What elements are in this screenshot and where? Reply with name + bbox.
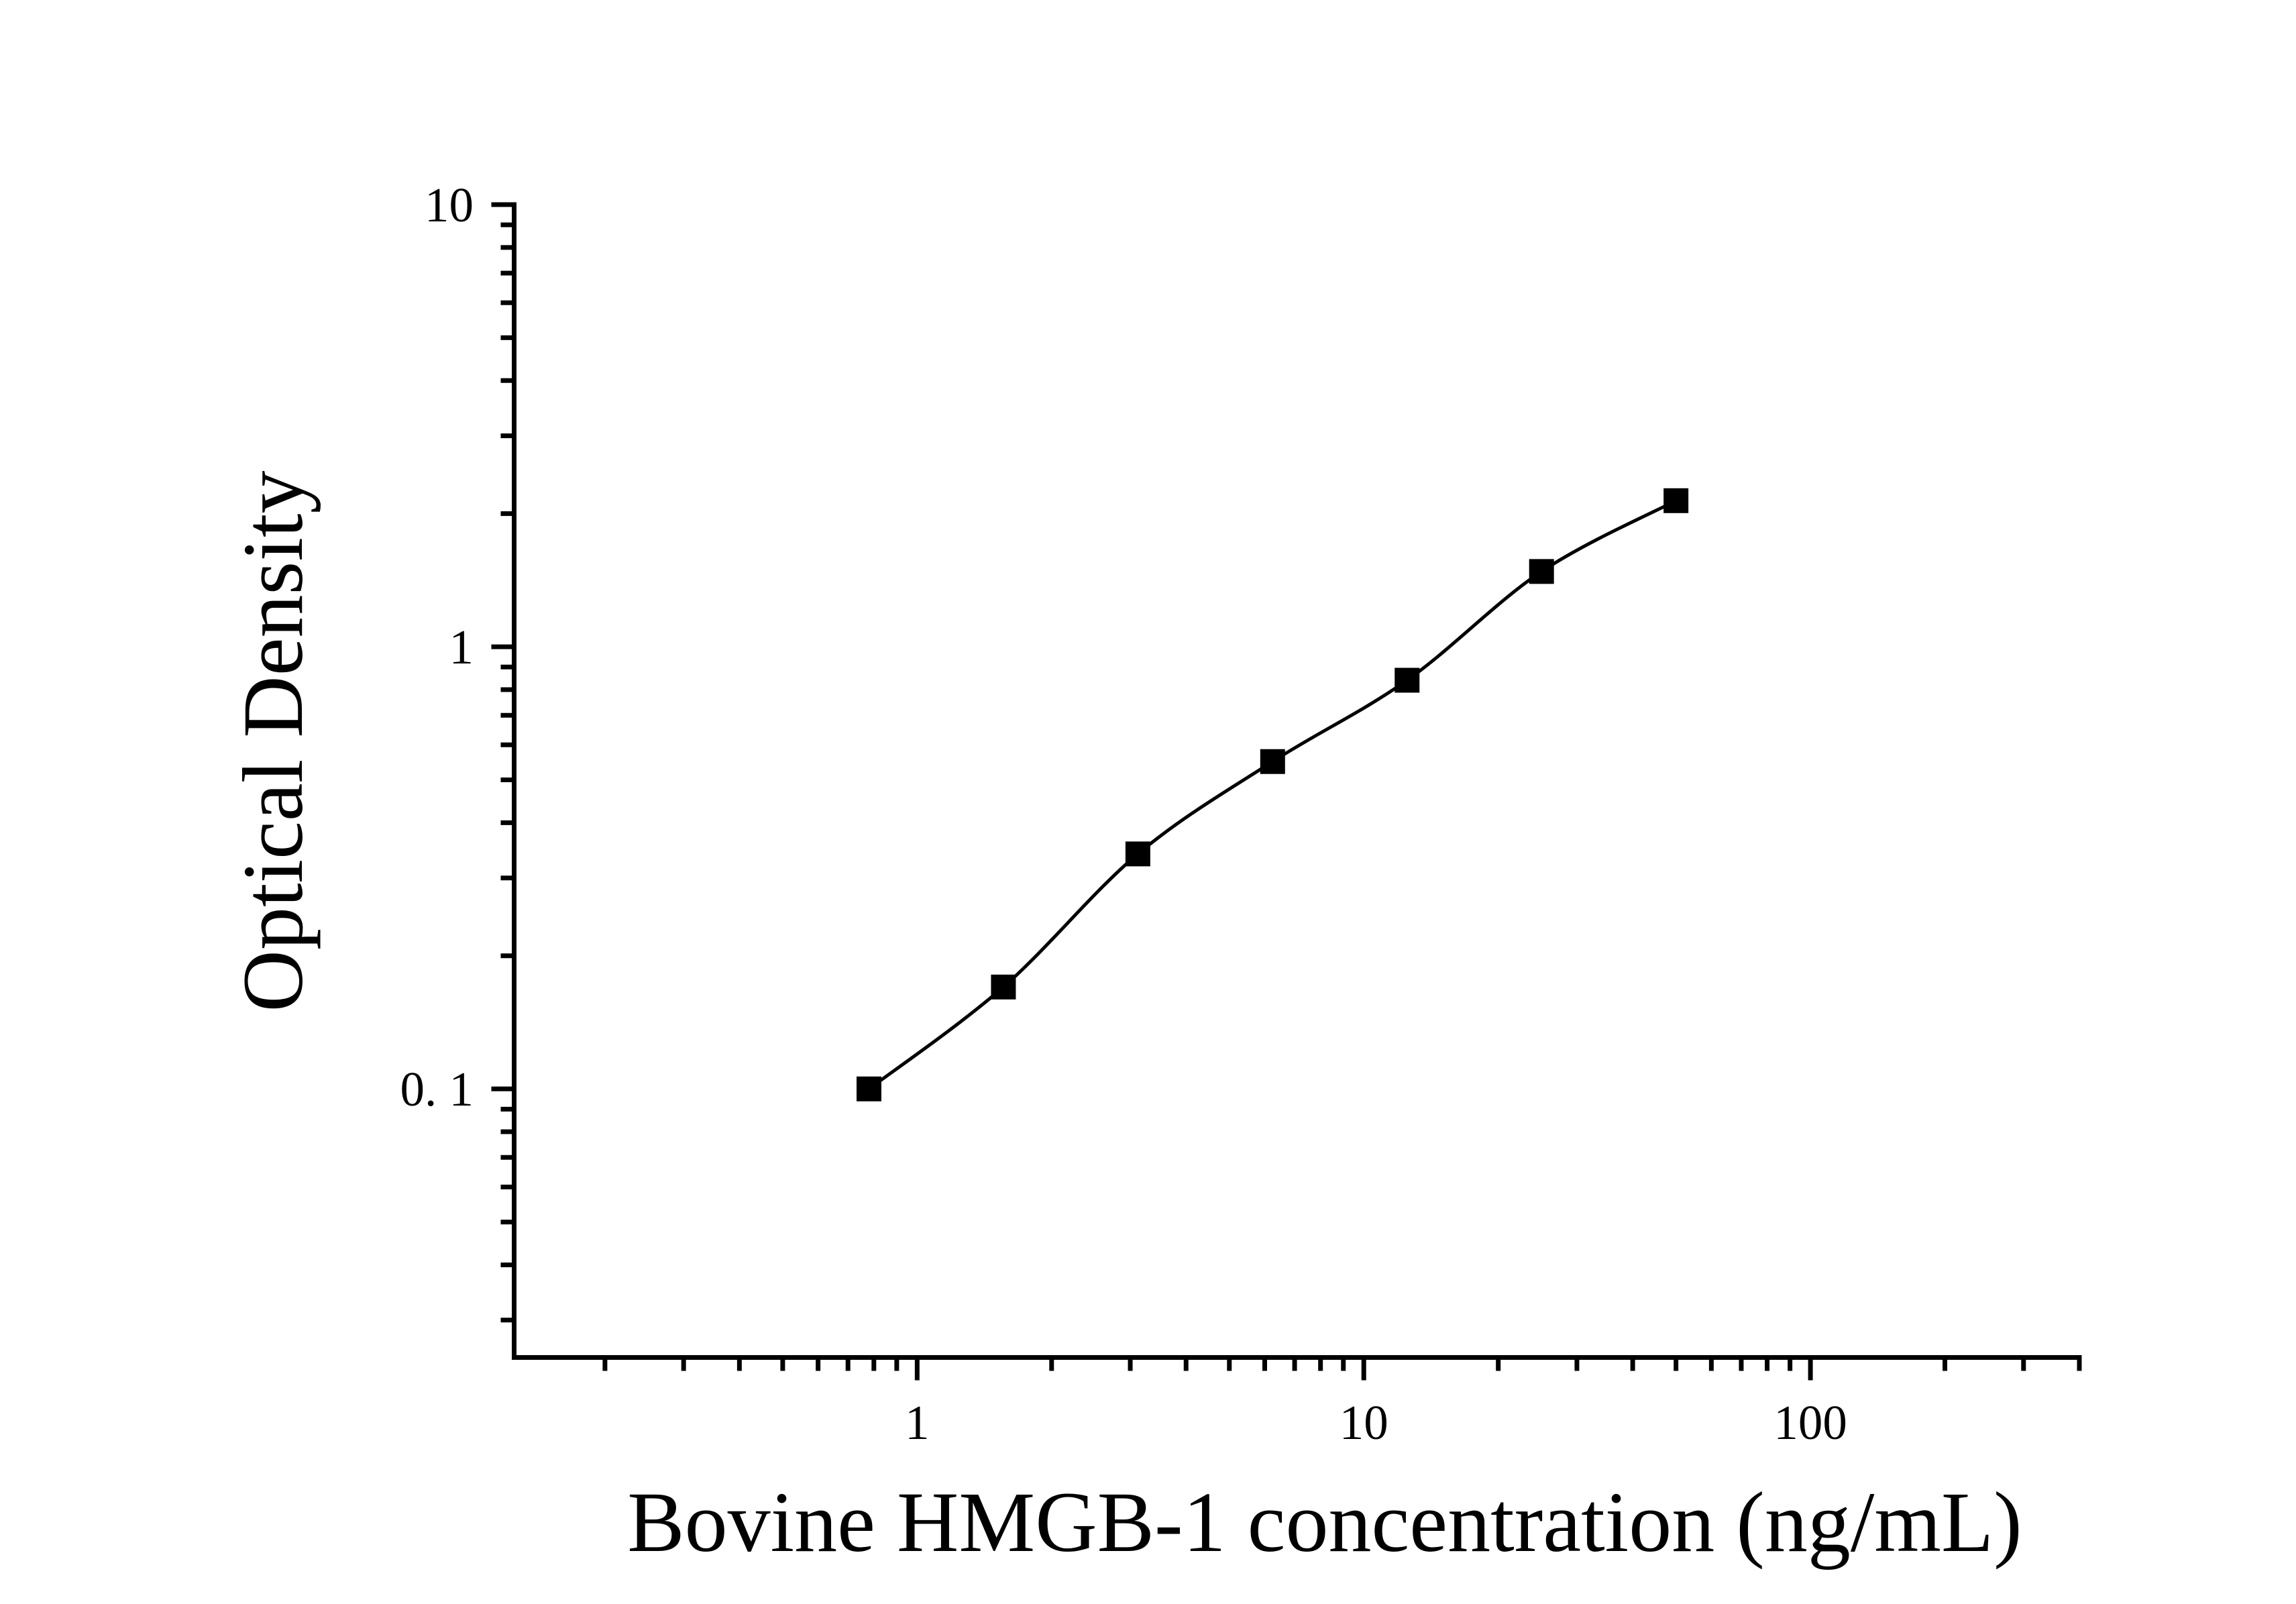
y-tick-label: 0. 1 xyxy=(400,1062,474,1116)
data-point-marker xyxy=(1663,488,1689,513)
fit-curve xyxy=(867,499,1677,1091)
tick-labels: 1 10 100 0. 1 1 10 xyxy=(400,178,1847,1450)
data-point-marker xyxy=(1125,841,1150,867)
data-point-marker xyxy=(1529,559,1554,584)
x-tick-label: 100 xyxy=(1773,1395,1847,1450)
x-tick-label: 1 xyxy=(905,1395,930,1450)
tick-marks xyxy=(491,202,2082,1381)
y-axis-title: Optical Density xyxy=(225,471,321,1012)
x-axis-title: Bovine HMGB-1 concentration (ng/mL) xyxy=(627,1475,2022,1570)
y-tick-label: 10 xyxy=(425,178,474,232)
x-tick-label: 10 xyxy=(1340,1395,1388,1450)
axes xyxy=(512,202,2082,1360)
fit-curve-group xyxy=(867,499,1677,1091)
data-point-marker xyxy=(1395,667,1420,693)
data-point-marker xyxy=(1260,749,1285,774)
data-point-marker xyxy=(856,1076,881,1102)
data-point-marker xyxy=(991,974,1016,1000)
data-points-group xyxy=(856,488,1689,1102)
y-tick-label: 1 xyxy=(449,620,474,674)
